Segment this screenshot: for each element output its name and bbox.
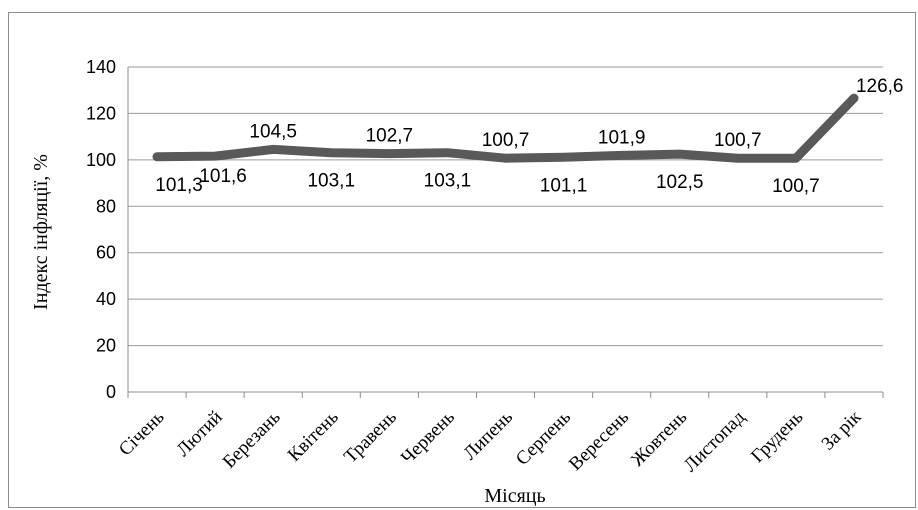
data-label: 101,3: [155, 175, 203, 196]
y-tick-label: 100: [86, 150, 116, 170]
data-label: 103,1: [424, 171, 472, 192]
gridlines: [127, 66, 884, 398]
x-tick-label: Липень: [459, 406, 517, 464]
data-label: 104,5: [249, 121, 297, 142]
x-tick-label: За рік: [818, 406, 866, 454]
y-tick-label: 20: [96, 336, 116, 356]
y-axis-title: Індекс інфляції, %: [30, 154, 52, 310]
data-label: 101,9: [598, 127, 646, 148]
data-label: 100,7: [772, 176, 820, 197]
x-tick-label: Січень: [115, 406, 169, 460]
data-label: 101,6: [199, 166, 247, 187]
x-tick-label: Травень: [340, 406, 401, 467]
data-label: 103,1: [307, 171, 355, 192]
y-tick-label: 40: [96, 289, 116, 309]
data-label: 102,7: [366, 126, 414, 147]
x-tick-label: Червень: [397, 406, 459, 468]
y-tick-label: 60: [96, 243, 116, 263]
x-tick-label: Березань: [219, 406, 285, 472]
data-label: 100,7: [482, 130, 530, 151]
y-tick-label: 0: [106, 382, 116, 402]
data-label: 101,1: [540, 175, 588, 196]
x-tick-label: Грудень: [747, 406, 808, 467]
y-tick-labels: 0 20 40 60 80 100 120 140: [86, 57, 116, 402]
series-line: [152, 93, 859, 163]
x-axis-title: Місяць: [484, 485, 545, 507]
data-label: 126,6: [856, 76, 904, 97]
y-tick-label: 120: [86, 103, 116, 123]
series-group: [152, 93, 859, 163]
x-tick-label: Квітень: [284, 406, 343, 465]
x-tick-label: Листопад: [680, 406, 750, 476]
data-label: 100,7: [714, 130, 762, 151]
y-tick-label: 80: [96, 196, 116, 216]
x-tick-label: Вересень: [565, 406, 633, 474]
y-tick-label: 140: [86, 57, 116, 77]
data-label: 102,5: [656, 172, 704, 193]
chart-frame: [8, 12, 916, 508]
x-tick-label: Лютий: [173, 407, 227, 461]
